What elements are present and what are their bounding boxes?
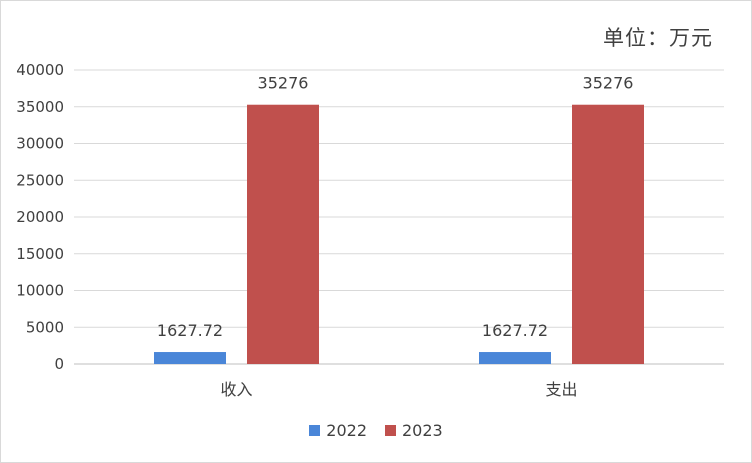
y-tick-label: 35000 (16, 98, 64, 116)
bar-2022-1 (479, 352, 551, 364)
y-tick-label: 30000 (16, 135, 64, 153)
data-labels: 1627.72 35276 1627.72 35276 (157, 74, 634, 340)
y-tick-label: 5000 (26, 318, 64, 336)
legend: 2022 2023 (0, 421, 752, 440)
data-label-2023-0: 35276 (258, 74, 309, 93)
bar-2023-0 (247, 104, 319, 364)
x-axis-ticks: 收入 支出 (220, 380, 577, 399)
x-tick-label: 支出 (545, 380, 577, 399)
y-tick-label: 20000 (16, 208, 64, 226)
y-axis-ticks: 0 5000 10000 15000 20000 25000 30000 35000 40000 (16, 61, 64, 373)
bars (154, 104, 644, 364)
legend-swatch (309, 425, 321, 436)
unit-label: 单位：万元 (603, 26, 713, 50)
legend-item-2023: 2023 (385, 421, 443, 440)
y-tick-label: 10000 (16, 282, 64, 300)
bar-2022-0 (154, 352, 226, 364)
legend-swatch (385, 425, 396, 436)
y-tick-label: 40000 (16, 61, 64, 79)
data-label-2022-0: 1627.72 (157, 321, 223, 340)
y-tick-label: 25000 (16, 171, 64, 189)
legend-item-2022: 2022 (309, 421, 367, 440)
y-tick-label: 15000 (16, 245, 64, 263)
bar-2023-1 (572, 104, 644, 364)
legend-label: 2022 (326, 421, 367, 440)
data-label-2022-1: 1627.72 (482, 321, 548, 340)
y-tick-label: 0 (54, 355, 64, 373)
legend-label: 2023 (402, 421, 443, 440)
x-tick-label: 收入 (220, 380, 252, 399)
data-label-2023-1: 35276 (583, 74, 634, 93)
